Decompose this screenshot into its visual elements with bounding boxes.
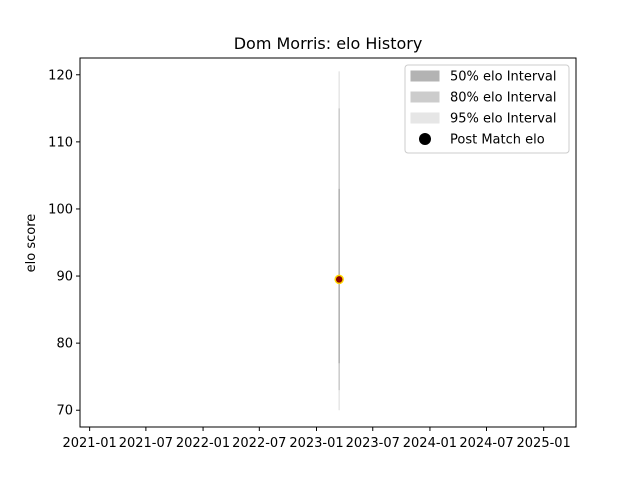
y-axis-ticks: 70 80 90 100 110 120 <box>48 68 80 419</box>
legend-box <box>404 64 570 154</box>
plot-area-frame <box>79 57 577 428</box>
y-tick-label: 110 <box>48 135 73 150</box>
legend-label: Post Match elo <box>450 133 545 148</box>
legend-swatch <box>410 91 440 103</box>
y-tick-label: 70 <box>56 404 73 419</box>
y-tick-label: 80 <box>56 337 73 352</box>
data-points <box>334 274 344 285</box>
x-axis-ticks: 2021-01 2021-07 2022-01 2022-07 2023-01 2023-… <box>62 427 571 451</box>
x-tick-label: 2021-01 <box>62 436 116 451</box>
legend-marker <box>419 133 431 145</box>
legend-label: 50% elo Interval <box>450 70 557 85</box>
legend: 50% elo Interval 80% elo Interval 95% elo … <box>404 64 570 154</box>
y-tick-label: 100 <box>48 202 73 217</box>
y-axis-label: elo score <box>24 214 39 273</box>
x-tick-label: 2025-01 <box>517 436 571 451</box>
post-match-elo-point <box>334 274 344 285</box>
x-tick-label: 2022-01 <box>176 436 230 451</box>
legend-label: 95% elo Interval <box>450 112 557 127</box>
x-tick-label: 2022-07 <box>232 436 286 451</box>
x-tick-label: 2024-01 <box>403 436 457 451</box>
legend-swatch <box>410 112 440 124</box>
y-tick-label: 120 <box>48 68 73 83</box>
x-tick-label: 2023-07 <box>346 436 400 451</box>
legend-swatch <box>410 70 440 82</box>
legend-label: 80% elo Interval <box>450 91 557 106</box>
x-tick-label: 2021-07 <box>119 436 173 451</box>
x-tick-label: 2023-01 <box>289 436 343 451</box>
y-tick-label: 90 <box>56 270 73 285</box>
x-tick-label: 2024-07 <box>459 436 513 451</box>
chart-title: Dom Morris: elo History <box>234 34 423 53</box>
